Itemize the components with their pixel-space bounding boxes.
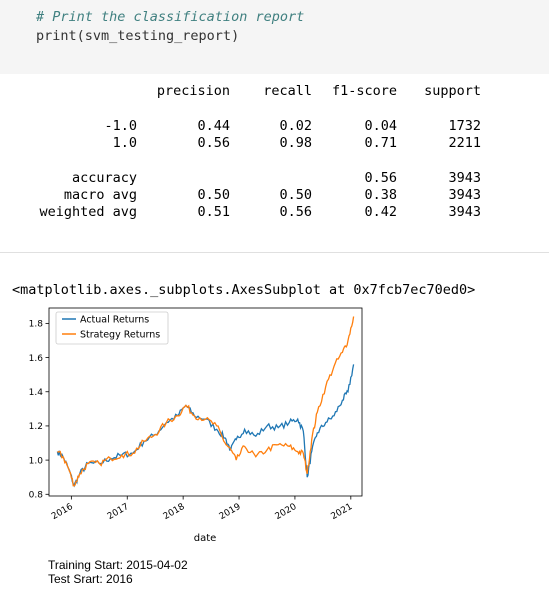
training-start-text: Training Start: 2015-04-02 bbox=[48, 558, 188, 572]
axes-repr-output: <matplotlib.axes._subplots.AxesSubplot a… bbox=[12, 282, 476, 298]
x-tick-label: 2018 bbox=[162, 502, 187, 522]
row-label: weighted avg bbox=[39, 204, 137, 220]
x-axis-label: date bbox=[194, 533, 217, 544]
row-label: -1.0 bbox=[104, 118, 137, 134]
row-recall: 0.98 bbox=[279, 135, 312, 151]
x-tick-label: 2020 bbox=[274, 502, 299, 522]
row-f1: 0.56 bbox=[364, 170, 397, 186]
row-recall: 0.56 bbox=[279, 204, 312, 220]
legend-label-actual: Actual Returns bbox=[80, 315, 149, 326]
returns-chart: 0.8 1.0 1.2 1.4 1.6 1.8 2016 2017 2018 2019 2020 2… bbox=[0, 300, 549, 555]
row-recall: 0.50 bbox=[279, 187, 312, 203]
row-f1: 0.71 bbox=[364, 135, 397, 151]
code-statement: print(svm_testing_report) bbox=[36, 28, 240, 44]
classification-report-output: precision recall f1-score support -1.0 0… bbox=[0, 74, 549, 253]
y-tick-label: 1.4 bbox=[29, 388, 44, 398]
header-f1: f1-score bbox=[331, 83, 397, 99]
row-label: macro avg bbox=[63, 187, 137, 203]
x-tick-label: 2021 bbox=[329, 502, 354, 522]
row-support: 3943 bbox=[448, 187, 481, 203]
row-precision: 0.44 bbox=[197, 118, 230, 134]
code-comment: # Print the classification report bbox=[36, 9, 305, 25]
row-precision: 0.51 bbox=[197, 204, 230, 220]
y-tick-label: 1.2 bbox=[29, 422, 43, 432]
row-support: 3943 bbox=[448, 170, 481, 186]
row-precision: 0.56 bbox=[197, 135, 230, 151]
row-f1: 0.42 bbox=[364, 204, 397, 220]
header-precision: precision bbox=[156, 83, 230, 99]
row-label: 1.0 bbox=[112, 135, 137, 151]
header-support: support bbox=[424, 83, 481, 99]
row-precision: 0.50 bbox=[197, 187, 230, 203]
x-tick-label: 2019 bbox=[218, 502, 243, 522]
row-support: 1732 bbox=[448, 118, 481, 134]
row-support: 3943 bbox=[448, 204, 481, 220]
header-recall: recall bbox=[263, 83, 312, 99]
x-tick-label: 2016 bbox=[50, 502, 75, 522]
legend-label-strategy: Strategy Returns bbox=[80, 330, 160, 341]
chart-legend: Actual Returns Strategy Returns bbox=[55, 311, 169, 345]
y-tick-label: 1.6 bbox=[29, 354, 44, 364]
row-label: accuracy bbox=[71, 170, 137, 186]
x-tick-label: 2017 bbox=[106, 502, 131, 522]
chart-svg: 0.8 1.0 1.2 1.4 1.6 1.8 2016 2017 2018 2019 2020 2… bbox=[29, 307, 363, 544]
test-start-text: Test Srart: 2016 bbox=[48, 572, 133, 586]
y-tick-label: 1.8 bbox=[29, 320, 44, 330]
code-cell[interactable]: # Print the classification report print(… bbox=[0, 0, 549, 74]
y-tick-label: 1.0 bbox=[29, 456, 44, 466]
plot-frame bbox=[48, 307, 363, 497]
row-f1: 0.04 bbox=[364, 118, 397, 134]
series-line-actual-returns bbox=[56, 364, 355, 488]
series-line-strategy-returns bbox=[57, 316, 355, 487]
row-f1: 0.38 bbox=[364, 187, 397, 203]
row-recall: 0.02 bbox=[279, 118, 312, 134]
row-support: 2211 bbox=[448, 135, 481, 151]
y-tick-label: 0.8 bbox=[29, 491, 44, 501]
